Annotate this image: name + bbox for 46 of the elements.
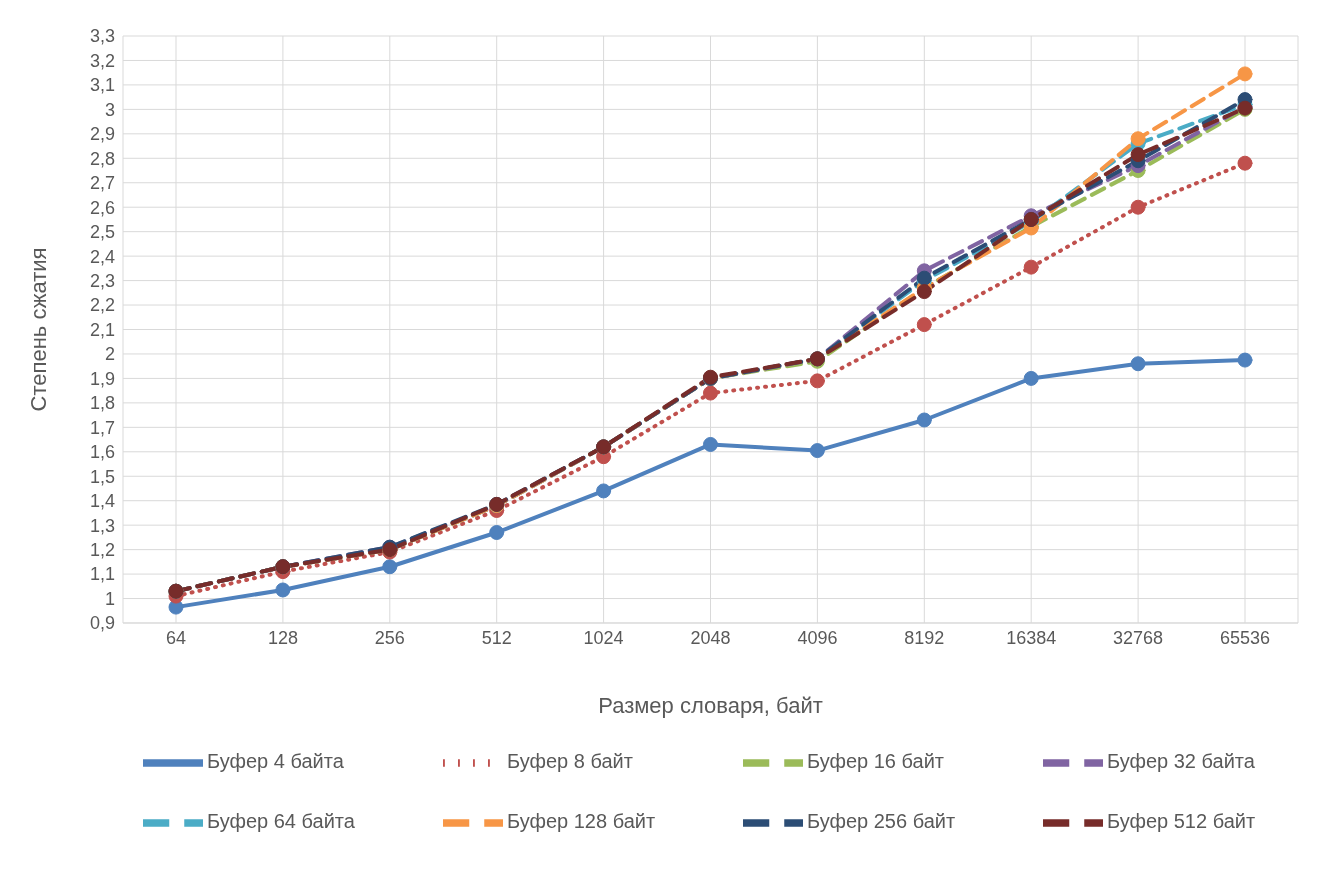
y-tick-label: 3,1	[89, 75, 115, 96]
x-tick-label: 32768	[1113, 627, 1164, 648]
x-tick-label: 512	[481, 627, 512, 648]
y-tick-label: 2,2	[89, 295, 115, 316]
y-tick-label: 3,2	[89, 50, 115, 71]
x-axis-title: Размер словаря, байт	[598, 693, 823, 718]
y-tick-label: 3,3	[89, 26, 115, 47]
y-tick-label: 2,5	[89, 222, 115, 243]
legend-label: Буфер 32 байта	[1107, 750, 1255, 773]
y-tick-label: 1,2	[89, 540, 115, 561]
y-tick-label: 2,4	[89, 246, 115, 267]
legend-label: Буфер 512 байт	[1107, 810, 1256, 833]
y-tick-label: 1,7	[89, 417, 115, 438]
x-tick-label: 4096	[797, 627, 838, 648]
x-tick-label: 128	[267, 627, 298, 648]
y-tick-label: 1,3	[89, 515, 115, 536]
y-tick-label: 1	[104, 588, 115, 609]
y-tick-label: 1,5	[89, 466, 115, 487]
y-tick-label: 2,6	[89, 197, 115, 218]
y-tick-label: 1,4	[89, 491, 115, 512]
y-tick-label: 2,7	[89, 173, 115, 194]
x-tick-label: 2048	[690, 627, 731, 648]
y-axis-title: Степень сжатия	[25, 247, 51, 412]
y-tick-label: 3	[104, 99, 115, 120]
x-tick-label: 64	[165, 627, 187, 648]
legend-label: Буфер 8 байт	[507, 750, 633, 773]
x-tick-label: 65536	[1219, 627, 1271, 648]
x-tick-label: 256	[374, 627, 405, 648]
legend-label: Буфер 16 байт	[807, 750, 944, 773]
y-tick-label: 2,9	[89, 124, 115, 145]
x-tick-label: 1024	[583, 627, 624, 648]
y-tick-label: 2	[104, 344, 115, 365]
y-tick-label: 1,1	[89, 564, 115, 585]
y-tick-label: 2,8	[89, 148, 115, 169]
y-tick-label: 2,1	[89, 319, 115, 340]
y-tick-label: 0,9	[89, 613, 115, 634]
y-tick-label: 1,6	[89, 442, 115, 463]
legend-label: Буфер 4 байта	[207, 750, 344, 773]
y-tick-label: 1,9	[89, 368, 115, 389]
legend-label: Буфер 64 байта	[207, 810, 355, 833]
legend-label: Буфер 128 байт	[507, 810, 656, 833]
y-tick-label: 2,3	[89, 270, 115, 291]
x-tick-label: 8192	[904, 627, 945, 648]
legend-label: Буфер 256 байт	[807, 810, 956, 833]
x-tick-label: 16384	[1006, 627, 1057, 648]
y-tick-label: 1,8	[89, 393, 115, 414]
